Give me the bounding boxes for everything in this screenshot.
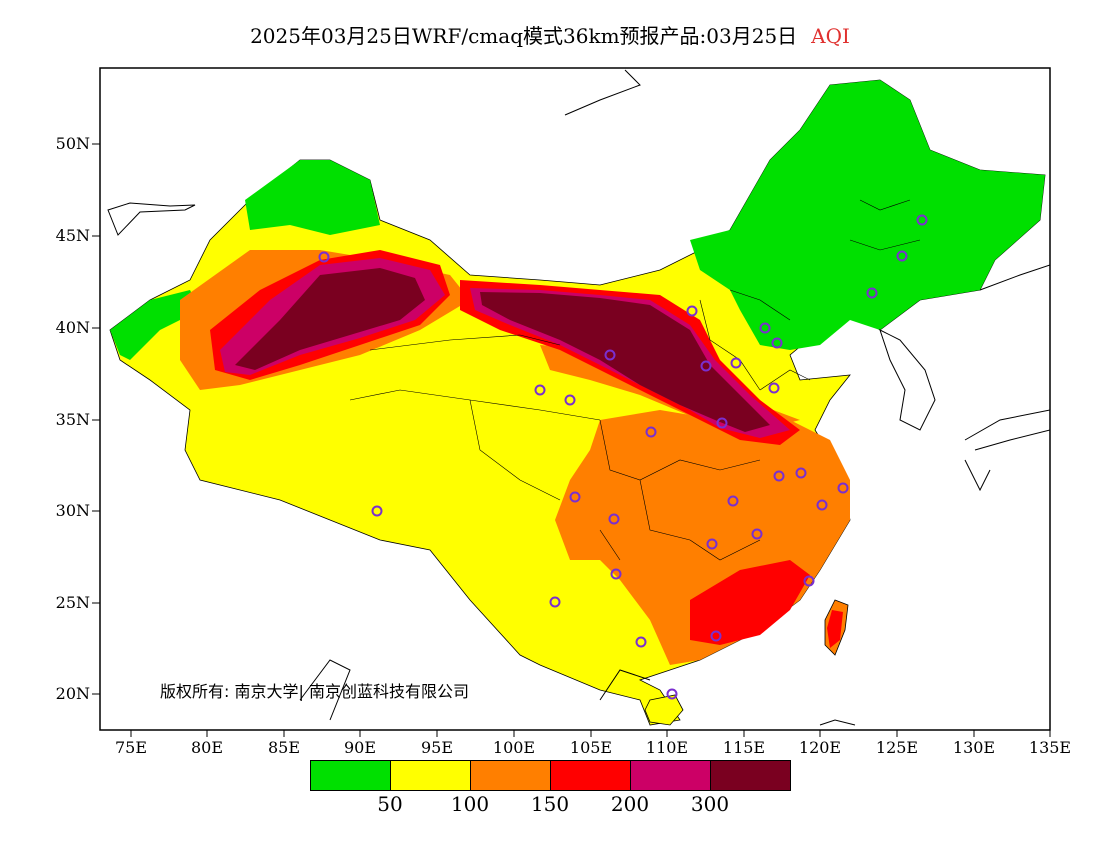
lat-label: 40N bbox=[55, 318, 90, 337]
region-red-se bbox=[690, 560, 810, 645]
lon-label: 105E bbox=[569, 738, 613, 757]
region-green-ne bbox=[690, 80, 1045, 350]
region-green-nw bbox=[245, 160, 380, 235]
legend-swatch-2 bbox=[390, 760, 471, 791]
legend-label: 300 bbox=[690, 792, 730, 816]
taiwan-red bbox=[827, 610, 843, 648]
city-markers bbox=[318, 214, 928, 700]
map-title: 2025年03月25日WRF/cmaq模式36km预报产品:03月25日 AQI bbox=[0, 20, 1100, 49]
legend-swatch-6 bbox=[710, 760, 791, 791]
lon-label: 75E bbox=[114, 738, 148, 757]
lat-label: 50N bbox=[55, 134, 90, 153]
legend-swatch-1 bbox=[310, 760, 391, 791]
korea-coast bbox=[879, 329, 936, 431]
title-main: 2025年03月25日WRF/cmaq模式36km预报产品:03月25日 bbox=[250, 24, 798, 48]
lon-label: 90E bbox=[343, 738, 377, 757]
lat-label: 45N bbox=[55, 226, 90, 245]
map-frame bbox=[99, 67, 1051, 731]
lat-label: 20N bbox=[55, 684, 90, 703]
axis-ticks bbox=[92, 143, 1051, 737]
lon-label: 95E bbox=[420, 738, 454, 757]
legend-label: 150 bbox=[530, 792, 570, 816]
lon-label: 120E bbox=[798, 738, 842, 757]
sakhalin-coast bbox=[564, 69, 1050, 291]
title-variable: AQI bbox=[811, 24, 850, 48]
legend-swatch-5 bbox=[630, 760, 711, 791]
region-maroon-n bbox=[480, 292, 770, 432]
hainan bbox=[644, 694, 684, 726]
japan-coast bbox=[964, 409, 1050, 492]
copyright-text: 版权所有: 南京大学| 南京创蓝科技有限公司 bbox=[160, 682, 469, 701]
lon-label: 100E bbox=[492, 738, 536, 757]
region-green-w bbox=[110, 290, 200, 360]
caspian-coast bbox=[107, 202, 196, 236]
legend-label: 50 bbox=[377, 792, 403, 816]
legend-swatch-4 bbox=[550, 760, 631, 791]
province-lines bbox=[349, 199, 921, 561]
lon-label: 125E bbox=[875, 738, 919, 757]
legend-label: 200 bbox=[610, 792, 650, 816]
region-maroon-nw bbox=[235, 268, 425, 370]
lat-label: 30N bbox=[55, 501, 90, 520]
lon-label: 85E bbox=[267, 738, 301, 757]
lat-label: 35N bbox=[55, 410, 90, 429]
lon-label: 135E bbox=[1028, 738, 1072, 757]
sea-asia-coast bbox=[299, 659, 856, 726]
lon-label: 115E bbox=[722, 738, 766, 757]
legend-swatch-3 bbox=[470, 760, 551, 791]
lon-label: 110E bbox=[645, 738, 689, 757]
lon-label: 80E bbox=[190, 738, 224, 757]
lat-label: 25N bbox=[55, 593, 90, 612]
legend-label: 100 bbox=[450, 792, 490, 816]
lon-label: 130E bbox=[952, 738, 996, 757]
